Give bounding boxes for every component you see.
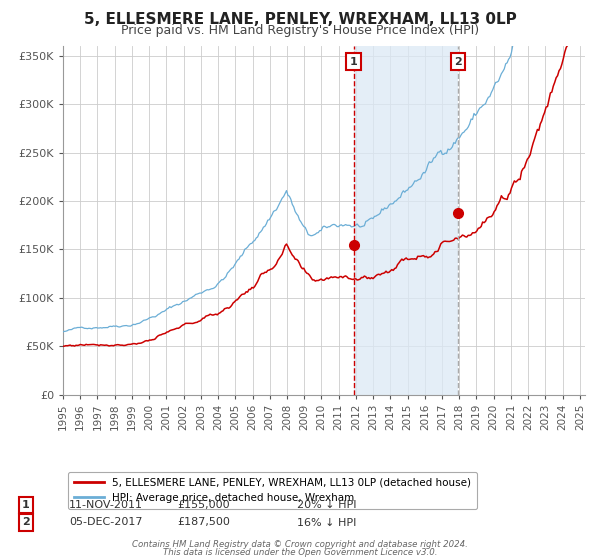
Text: 20% ↓ HPI: 20% ↓ HPI bbox=[297, 500, 356, 510]
Text: £187,500: £187,500 bbox=[177, 517, 230, 528]
Text: £155,000: £155,000 bbox=[177, 500, 230, 510]
Text: 2: 2 bbox=[454, 57, 462, 67]
Text: 16% ↓ HPI: 16% ↓ HPI bbox=[297, 517, 356, 528]
Text: 2: 2 bbox=[22, 517, 29, 528]
Text: 1: 1 bbox=[350, 57, 358, 67]
Text: This data is licensed under the Open Government Licence v3.0.: This data is licensed under the Open Gov… bbox=[163, 548, 437, 557]
Text: 05-DEC-2017: 05-DEC-2017 bbox=[69, 517, 143, 528]
Text: 5, ELLESMERE LANE, PENLEY, WREXHAM, LL13 0LP: 5, ELLESMERE LANE, PENLEY, WREXHAM, LL13… bbox=[83, 12, 517, 27]
Text: 1: 1 bbox=[22, 500, 29, 510]
Text: Price paid vs. HM Land Registry's House Price Index (HPI): Price paid vs. HM Land Registry's House … bbox=[121, 24, 479, 37]
Legend: 5, ELLESMERE LANE, PENLEY, WREXHAM, LL13 0LP (detached house), HPI: Average pric: 5, ELLESMERE LANE, PENLEY, WREXHAM, LL13… bbox=[68, 472, 477, 509]
Text: Contains HM Land Registry data © Crown copyright and database right 2024.: Contains HM Land Registry data © Crown c… bbox=[132, 540, 468, 549]
Text: 11-NOV-2011: 11-NOV-2011 bbox=[69, 500, 143, 510]
Bar bbox=[353, 46, 458, 395]
